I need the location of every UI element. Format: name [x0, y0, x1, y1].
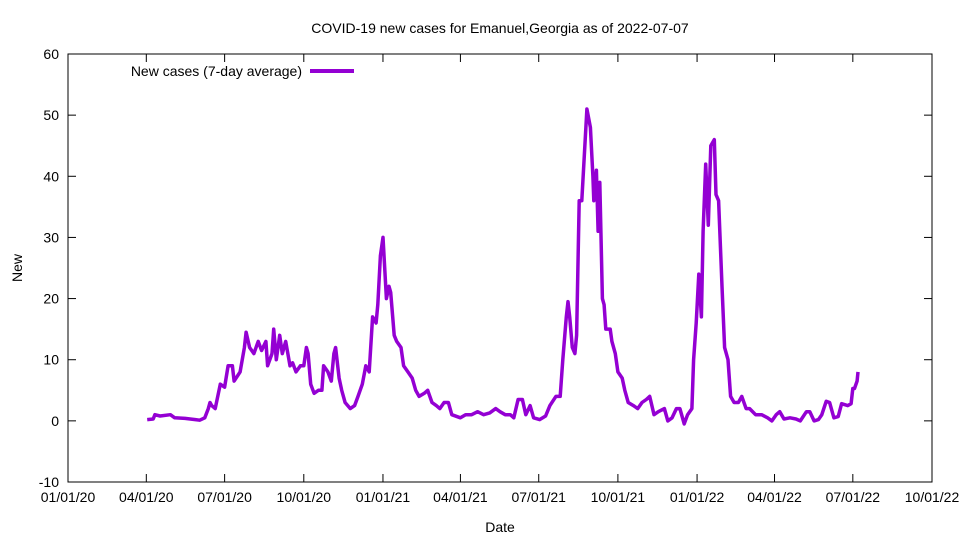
y-tick-label: 20	[43, 291, 59, 307]
x-axis-label: Date	[485, 519, 515, 535]
y-axis: -10 0 10 20 30 40 50 60	[39, 46, 932, 490]
x-tick-label: 01/01/20	[41, 489, 96, 505]
y-axis-label: New	[9, 253, 25, 282]
chart-title: COVID-19 new cases for Emanuel,Georgia a…	[311, 20, 689, 36]
y-tick-label: -10	[39, 474, 59, 490]
x-tick-label: 07/01/21	[511, 489, 566, 505]
x-tick-label: 01/01/22	[670, 489, 725, 505]
x-axis: 01/01/20 04/01/20 07/01/20 10/01/20 01/01/21…	[41, 54, 960, 505]
y-tick-label: 30	[43, 229, 59, 245]
series-line-new-cases	[147, 107, 860, 426]
x-tick-label: 10/01/20	[277, 489, 332, 505]
x-tick-label: 04/01/20	[119, 489, 174, 505]
x-tick-label: 07/01/22	[826, 489, 881, 505]
x-tick-label: 07/01/20	[197, 489, 252, 505]
y-tick-label: 40	[43, 168, 59, 184]
y-tick-label: 60	[43, 46, 59, 62]
x-tick-label: 01/01/21	[356, 489, 411, 505]
x-tick-label: 10/01/21	[591, 489, 646, 505]
x-tick-label: 04/01/21	[433, 489, 488, 505]
legend-label: New cases (7-day average)	[131, 63, 302, 79]
x-tick-label: 04/01/22	[747, 489, 802, 505]
y-tick-label: 10	[43, 352, 59, 368]
legend: New cases (7-day average)	[131, 63, 354, 79]
x-tick-label: 10/01/22	[905, 489, 960, 505]
plot-frame	[67, 53, 933, 483]
y-tick-label: 0	[51, 413, 59, 429]
y-tick-label: 50	[43, 107, 59, 123]
